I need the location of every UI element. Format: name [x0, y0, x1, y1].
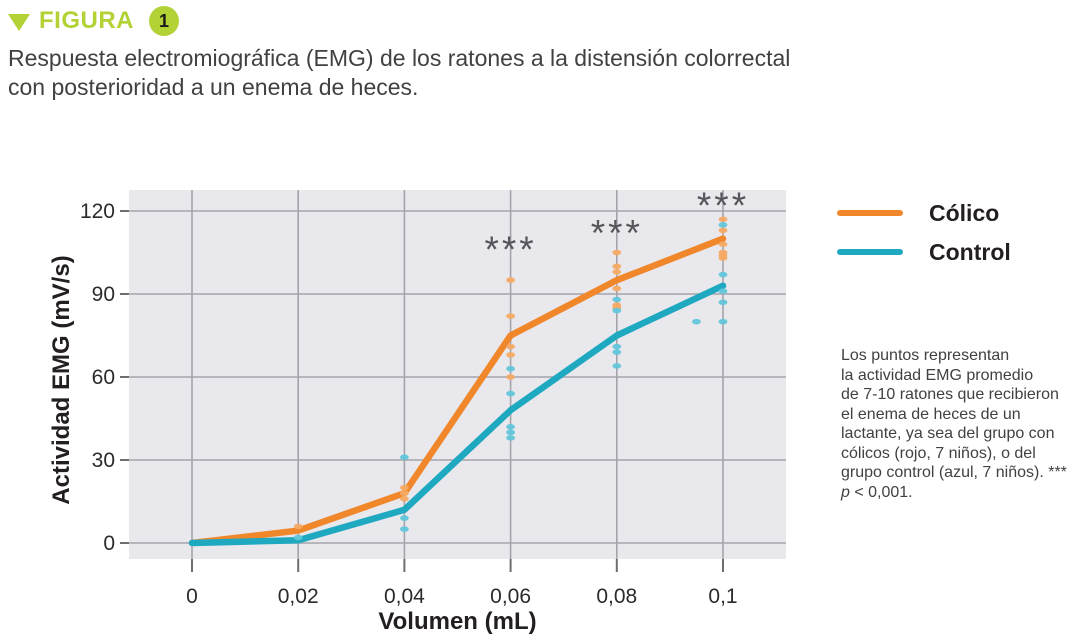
x-tick-label: 0,08	[596, 585, 637, 608]
figure-number-badge: 1	[149, 6, 179, 36]
caption-text: Los puntos representan la actividad EMG …	[841, 347, 1067, 481]
x-tick-label: 0,04	[384, 585, 425, 608]
scatter-point-control	[718, 299, 728, 306]
scatter-point-control	[400, 515, 409, 521]
colico-line-swatch	[837, 210, 903, 216]
y-tick-label: 0	[103, 532, 115, 555]
scatter-point-control	[718, 288, 728, 295]
control-line-swatch	[837, 249, 903, 255]
scatter-point-control	[612, 343, 622, 350]
scatter-point-colico	[506, 313, 515, 319]
y-tick-label: 120	[80, 200, 115, 223]
significance-asterisks: ***	[697, 185, 749, 226]
scatter-point-colico	[400, 495, 409, 502]
figure-label: FIGURA	[39, 7, 134, 34]
scatter-point-colico	[718, 255, 728, 261]
legend-label-colico: Cólico	[929, 199, 1000, 226]
scatter-point-control	[692, 318, 701, 325]
scatter-point-colico	[718, 241, 728, 247]
scatter-point-colico	[718, 216, 728, 223]
y-axis-title: Actividad EMG (mV/s)	[48, 255, 75, 504]
scatter-point-colico	[293, 523, 303, 530]
scatter-point-control	[718, 318, 728, 325]
caption-p-value: p < 0,001.	[841, 483, 913, 501]
y-tick-label: 90	[92, 283, 115, 306]
figure-title: Respuesta electromiográfica (EMG) de los…	[8, 45, 791, 100]
scatter-point-control	[612, 349, 622, 355]
x-tick-label: 0,02	[278, 585, 319, 608]
scatter-point-control	[400, 454, 409, 461]
scatter-point-colico	[718, 227, 728, 234]
scatter-point-control	[612, 307, 622, 314]
scatter-point-control	[400, 526, 409, 532]
legend-label-control: Control	[929, 238, 1011, 265]
x-tick-label: 0,06	[490, 585, 531, 608]
legend-item-control: Control	[837, 237, 1011, 267]
scatter-point-control	[612, 296, 622, 303]
scatter-point-colico	[612, 285, 622, 292]
plot-background	[129, 190, 786, 559]
y-tick-label: 30	[92, 449, 115, 472]
scatter-point-control	[506, 424, 515, 430]
scatter-point-control	[293, 534, 303, 541]
scatter-point-colico	[506, 343, 515, 350]
significance-asterisks: ***	[484, 229, 536, 270]
figure-caption: Los puntos representan la actividad EMG …	[841, 346, 1090, 502]
scatter-point-colico	[506, 352, 515, 358]
scatter-point-control	[612, 363, 622, 369]
x-tick-label: 0,1	[708, 585, 737, 608]
significance-asterisks: ***	[591, 213, 643, 254]
scatter-point-control	[718, 271, 728, 278]
series-line-control	[188, 282, 727, 547]
scatter-point-colico	[506, 374, 515, 380]
scatter-point-control	[506, 365, 515, 372]
scatter-point-colico	[400, 484, 409, 491]
scatter-point-control	[506, 390, 515, 397]
scatter-point-colico	[612, 269, 622, 275]
scatter-point-colico	[612, 263, 622, 270]
legend-item-colico: Cólico	[837, 198, 1011, 228]
triangle-marker-icon	[8, 13, 30, 31]
scatter-point-colico	[506, 277, 515, 283]
y-tick-label: 60	[92, 366, 115, 389]
scatter-point-control	[718, 222, 728, 228]
chart-legend: Cólico Control	[837, 198, 1011, 276]
figure-header: FIGURA 1	[8, 6, 179, 36]
scatter-point-control	[506, 435, 515, 441]
x-tick-label: 0	[186, 585, 198, 608]
scatter-point-colico	[400, 490, 409, 497]
scatter-point-control	[506, 429, 515, 436]
scatter-point-colico	[612, 249, 622, 256]
x-axis-title: Volumen (mL)	[378, 608, 536, 635]
series-line-colico	[188, 235, 727, 547]
